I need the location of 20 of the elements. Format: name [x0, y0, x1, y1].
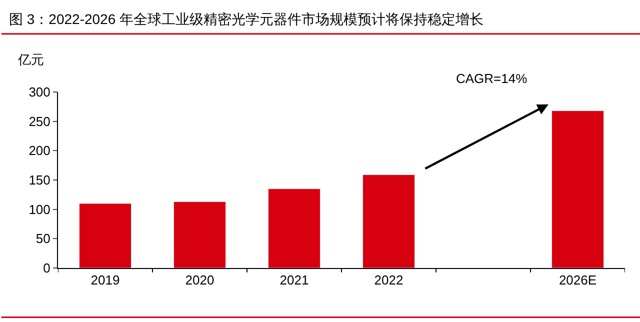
x-tick-label: 2021 — [280, 272, 309, 288]
x-tick-label: 2022 — [374, 272, 404, 288]
bar — [552, 110, 604, 268]
x-tick-label: 2019 — [90, 272, 120, 288]
bar — [362, 174, 415, 268]
y-tick-label: 100 — [28, 202, 50, 217]
text: CAGR=14% — [456, 71, 528, 86]
bar — [79, 203, 132, 268]
bar — [174, 201, 226, 268]
x-tick-label: 2026E — [558, 272, 597, 288]
y-tick-label: 250 — [28, 114, 50, 129]
y-axis-title: 亿元 — [17, 52, 44, 67]
bar — [268, 188, 320, 268]
y-tick-label: 150 — [28, 172, 50, 188]
x-tick-label: 2020 — [185, 272, 214, 288]
chart-title: 图 3：2022-2026 年全球工业级精密光学元器件市场规模预计将保持稳定增长 — [9, 11, 484, 27]
y-tick-label: 300 — [28, 84, 50, 100]
y-tick-label: 0 — [43, 260, 50, 276]
y-tick-label: 50 — [36, 231, 50, 246]
y-tick-label: 200 — [28, 143, 50, 158]
